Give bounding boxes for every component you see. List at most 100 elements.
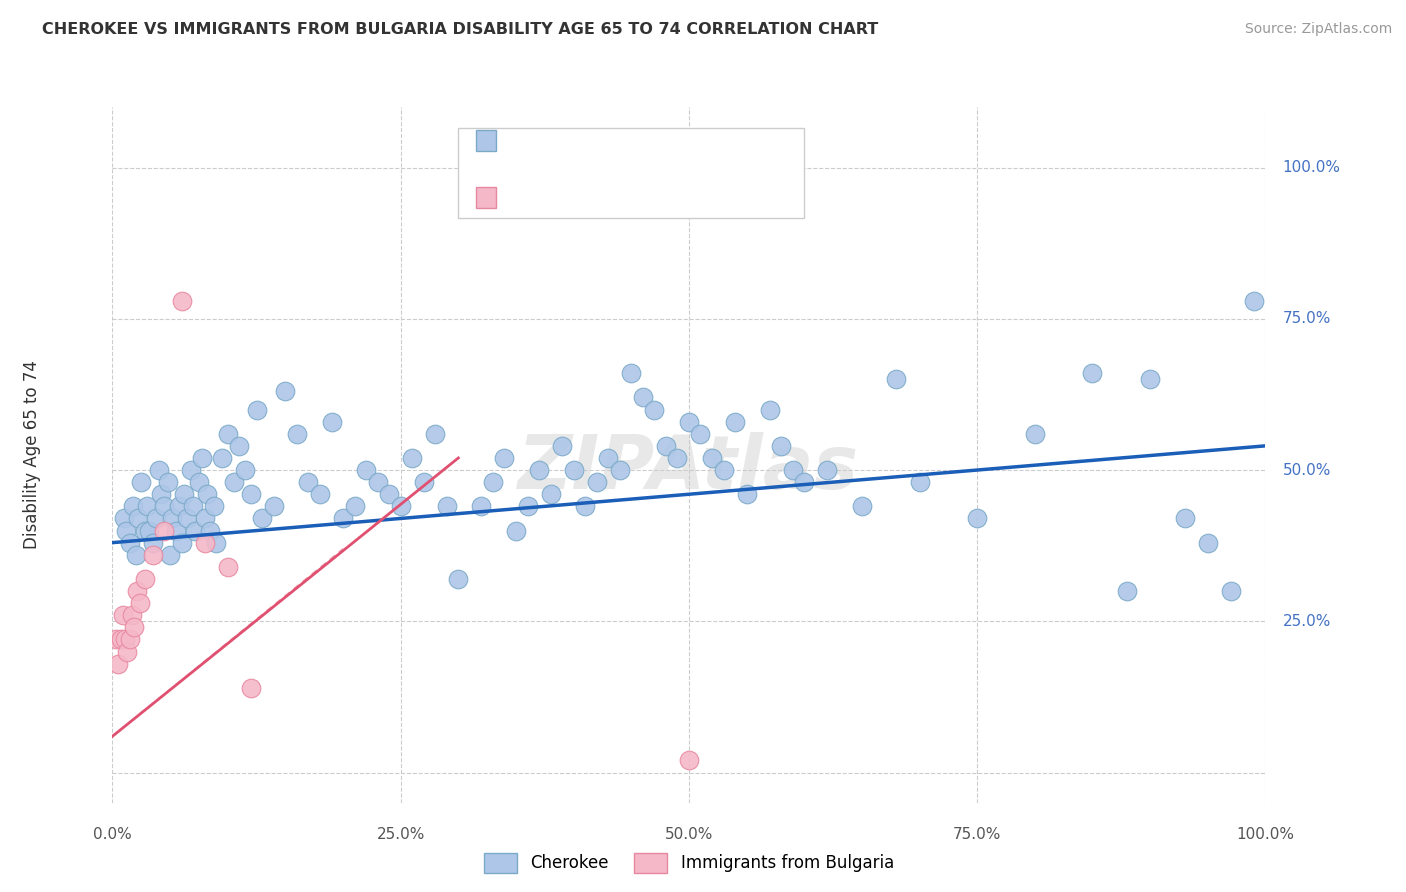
Text: 0.0%: 0.0% xyxy=(93,827,132,842)
Point xyxy=(121,608,143,623)
Point xyxy=(239,681,262,695)
Point xyxy=(666,450,689,465)
Point xyxy=(110,632,132,647)
Point xyxy=(149,487,172,501)
Point xyxy=(112,511,135,525)
Point xyxy=(117,644,139,658)
Point xyxy=(643,402,665,417)
Bar xyxy=(475,187,496,208)
Point xyxy=(134,572,156,586)
Point xyxy=(631,391,654,405)
Point xyxy=(148,463,170,477)
Bar xyxy=(475,130,496,151)
Point xyxy=(598,450,620,465)
Point xyxy=(851,500,873,514)
Point xyxy=(1024,426,1046,441)
Point xyxy=(153,524,176,538)
Point xyxy=(562,463,585,477)
Point xyxy=(482,475,505,490)
Point xyxy=(252,511,274,525)
Point xyxy=(138,524,160,538)
Point xyxy=(104,632,127,647)
Text: R = 0.347   N = 123: R = 0.347 N = 123 xyxy=(522,135,704,153)
Point xyxy=(378,487,401,501)
Point xyxy=(574,500,596,514)
Point xyxy=(770,439,793,453)
Point xyxy=(655,439,678,453)
Text: 100.0%: 100.0% xyxy=(1282,160,1341,175)
Point xyxy=(170,535,193,549)
Point xyxy=(217,559,239,574)
Point xyxy=(782,463,804,477)
Point xyxy=(142,535,165,549)
Point xyxy=(274,384,297,399)
Point xyxy=(222,475,245,490)
Point xyxy=(609,463,631,477)
Point xyxy=(233,463,256,477)
Point xyxy=(181,500,204,514)
Point xyxy=(145,511,167,525)
Point xyxy=(194,511,217,525)
Point xyxy=(678,415,700,429)
Point xyxy=(195,487,218,501)
Point xyxy=(540,487,562,501)
Point xyxy=(689,426,711,441)
Text: 75.0%: 75.0% xyxy=(1282,311,1331,326)
Point xyxy=(107,657,129,671)
Point xyxy=(156,475,179,490)
Point xyxy=(115,524,138,538)
Point xyxy=(425,426,447,441)
Point xyxy=(297,475,319,490)
Point xyxy=(118,535,141,549)
Text: 100.0%: 100.0% xyxy=(1236,827,1295,842)
Point xyxy=(129,475,153,490)
Point xyxy=(793,475,815,490)
Point xyxy=(447,572,470,586)
Point xyxy=(309,487,332,501)
Point xyxy=(1116,584,1139,599)
Point xyxy=(1219,584,1241,599)
Point xyxy=(678,754,700,768)
Point xyxy=(169,500,191,514)
Point xyxy=(735,487,758,501)
Point xyxy=(713,463,735,477)
Point xyxy=(966,511,988,525)
Point xyxy=(205,535,228,549)
Text: 25.0%: 25.0% xyxy=(377,827,425,842)
Point xyxy=(127,511,149,525)
Point xyxy=(153,500,176,514)
Text: R = 0.526   N =  19: R = 0.526 N = 19 xyxy=(522,192,697,210)
Point xyxy=(202,500,225,514)
Point xyxy=(191,450,214,465)
Point xyxy=(188,475,211,490)
Point xyxy=(332,511,354,525)
Point xyxy=(239,487,262,501)
Point xyxy=(170,293,193,308)
Point xyxy=(124,620,146,634)
Point xyxy=(908,475,931,490)
Point xyxy=(125,584,148,599)
Text: CHEROKEE VS IMMIGRANTS FROM BULGARIA DISABILITY AGE 65 TO 74 CORRELATION CHART: CHEROKEE VS IMMIGRANTS FROM BULGARIA DIS… xyxy=(42,22,879,37)
Point xyxy=(176,511,198,525)
Point xyxy=(551,439,574,453)
Text: 50.0%: 50.0% xyxy=(1282,463,1331,477)
Point xyxy=(165,524,187,538)
Point xyxy=(134,524,156,538)
Point xyxy=(494,450,516,465)
Point xyxy=(162,511,184,525)
Point xyxy=(129,596,152,610)
Point xyxy=(124,548,146,562)
Point xyxy=(321,415,343,429)
Point xyxy=(142,548,165,562)
Point xyxy=(184,524,207,538)
Point xyxy=(367,475,389,490)
Point xyxy=(228,439,250,453)
Point xyxy=(724,415,747,429)
Point xyxy=(1139,372,1161,386)
Point xyxy=(527,463,550,477)
Point xyxy=(412,475,434,490)
Point xyxy=(620,366,643,380)
Legend: Cherokee, Immigrants from Bulgaria: Cherokee, Immigrants from Bulgaria xyxy=(477,847,901,880)
Point xyxy=(217,426,239,441)
Point xyxy=(516,500,538,514)
